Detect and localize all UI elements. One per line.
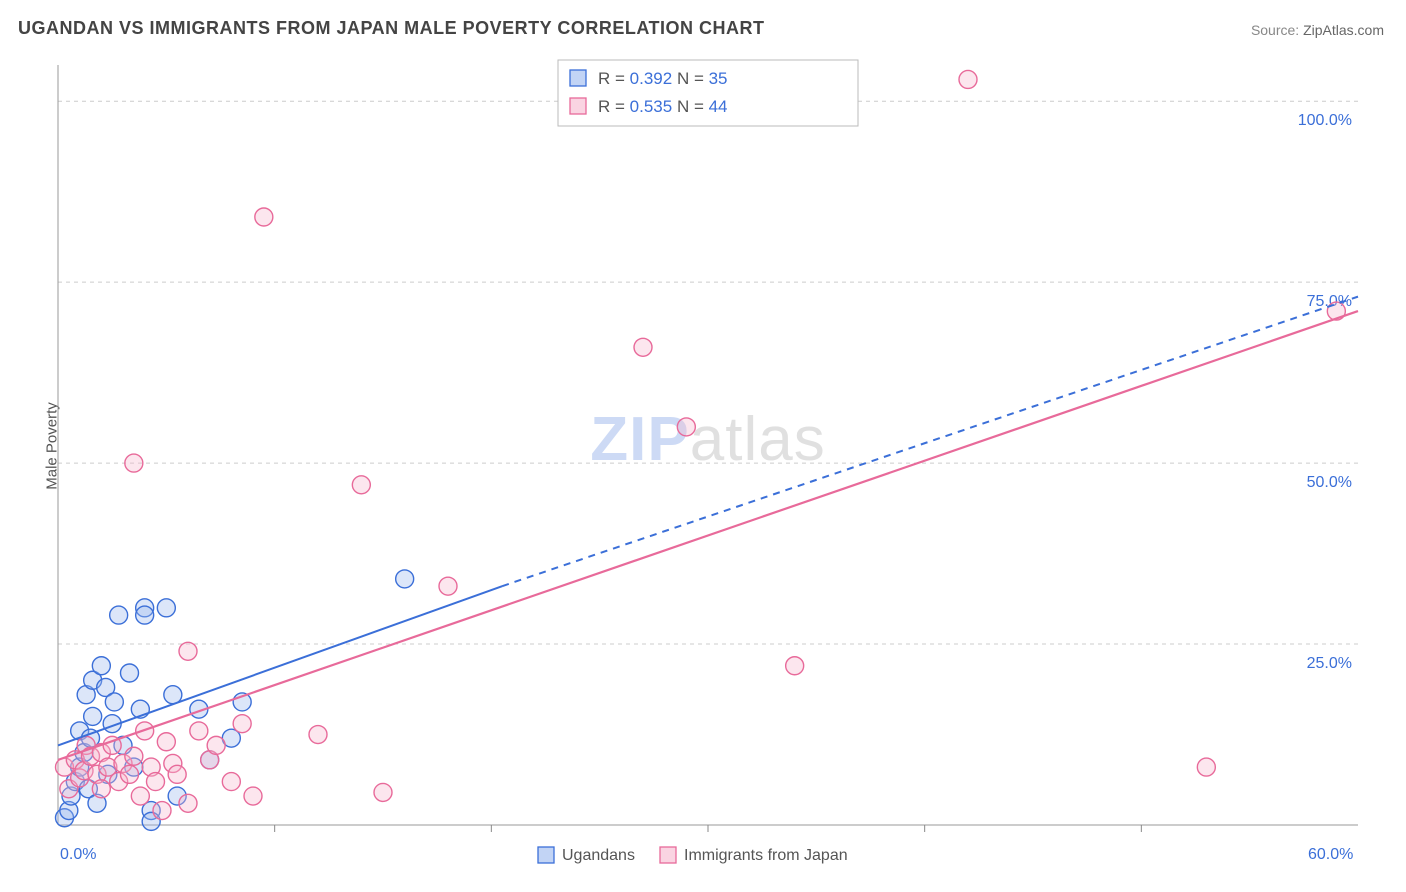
data-point-ugandans <box>105 693 123 711</box>
data-point-japan <box>439 577 457 595</box>
data-point-ugandans <box>84 707 102 725</box>
chart-container: UGANDAN VS IMMIGRANTS FROM JAPAN MALE PO… <box>0 0 1406 892</box>
data-point-japan <box>121 765 139 783</box>
data-point-japan <box>190 722 208 740</box>
data-point-japan <box>153 802 171 820</box>
data-point-japan <box>179 642 197 660</box>
watermark: ZIPatlas <box>590 405 825 474</box>
legend-label-ugandans: Ugandans <box>562 847 635 864</box>
legend-swatch-ugandans <box>538 847 554 863</box>
data-point-japan <box>786 657 804 675</box>
stats-swatch-ugandans <box>570 70 586 86</box>
stats-row-japan: R = 0.535 N = 44 <box>598 97 728 116</box>
y-tick-label: 25.0% <box>1307 655 1352 672</box>
legend-swatch-japan <box>660 847 676 863</box>
data-point-japan <box>222 773 240 791</box>
data-point-ugandans <box>110 606 128 624</box>
data-point-japan <box>374 783 392 801</box>
data-point-japan <box>92 780 110 798</box>
data-point-japan <box>131 787 149 805</box>
data-point-japan <box>309 726 327 744</box>
trend-line-japan <box>58 311 1358 760</box>
data-point-japan <box>244 787 262 805</box>
data-point-japan <box>352 476 370 494</box>
data-point-japan <box>125 747 143 765</box>
data-point-japan <box>255 208 273 226</box>
chart-title: UGANDAN VS IMMIGRANTS FROM JAPAN MALE PO… <box>18 18 765 39</box>
x-tick-label: 0.0% <box>60 846 96 863</box>
legend-label-japan: Immigrants from Japan <box>684 847 848 864</box>
data-point-ugandans <box>396 570 414 588</box>
data-point-japan <box>959 70 977 88</box>
data-point-japan <box>168 765 186 783</box>
data-point-japan <box>677 418 695 436</box>
data-point-japan <box>157 733 175 751</box>
data-point-japan <box>179 794 197 812</box>
data-point-japan <box>634 338 652 356</box>
scatter-plot: 25.0%50.0%75.0%100.0%0.0%60.0%ZIPatlasR … <box>48 55 1388 875</box>
source-value: ZipAtlas.com <box>1303 22 1384 38</box>
source-label: Source: <box>1251 22 1299 38</box>
data-point-ugandans <box>121 664 139 682</box>
data-point-japan <box>125 454 143 472</box>
data-point-japan <box>147 773 165 791</box>
x-tick-label: 60.0% <box>1308 846 1353 863</box>
data-point-ugandans <box>92 657 110 675</box>
data-point-japan <box>1197 758 1215 776</box>
y-tick-label: 50.0% <box>1307 474 1352 491</box>
source-credit: Source: ZipAtlas.com <box>1251 22 1384 38</box>
stats-row-ugandans: R = 0.392 N = 35 <box>598 69 728 88</box>
y-tick-label: 100.0% <box>1298 112 1352 129</box>
data-point-japan <box>207 736 225 754</box>
data-point-japan <box>233 715 251 733</box>
stats-swatch-japan <box>570 98 586 114</box>
data-point-ugandans <box>157 599 175 617</box>
data-point-ugandans <box>136 606 154 624</box>
